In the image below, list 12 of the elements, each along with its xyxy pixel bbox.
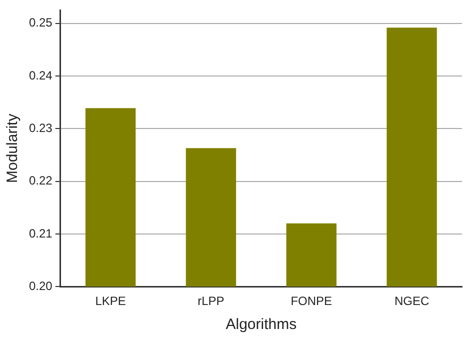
y-tick-label: 0.23 xyxy=(28,120,53,135)
y-tick-label: 0.21 xyxy=(28,226,53,240)
x-tick-label: rLPP xyxy=(198,294,224,308)
y-axis-title: Modularity xyxy=(4,113,22,183)
y-tick-label: 0.20 xyxy=(28,278,53,293)
y-tick-label: 0.22 xyxy=(28,174,53,188)
y-tick-label: 0.24 xyxy=(28,68,53,82)
x-tick-label: NGEC xyxy=(394,294,430,308)
x-axis-title: Algorithms xyxy=(226,316,297,334)
x-tick-label: LKPE xyxy=(95,294,126,308)
y-tick-label: 0.25 xyxy=(28,16,53,30)
x-tick-label: FONPE xyxy=(290,294,332,308)
